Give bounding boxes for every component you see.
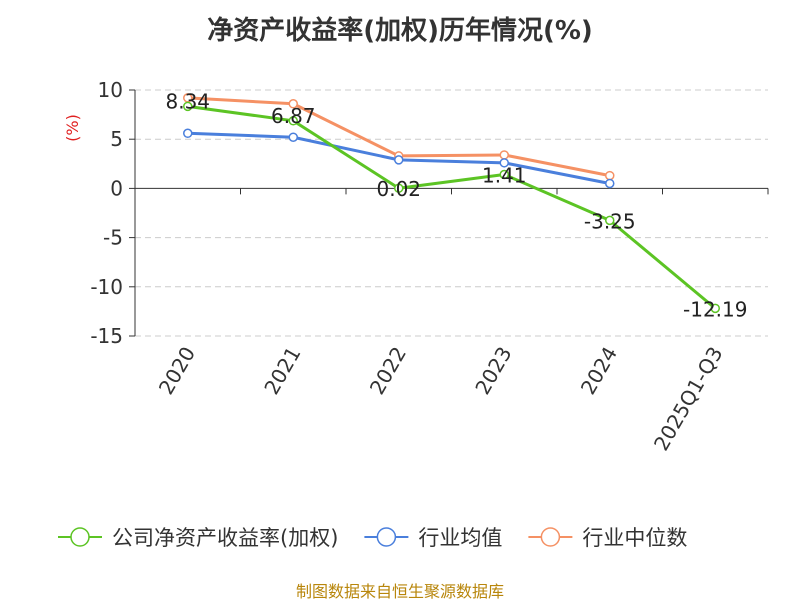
data-label: 0.02: [376, 177, 421, 201]
x-tick-label: 2023: [470, 343, 516, 399]
data-point: [710, 303, 720, 314]
data-point: [183, 128, 193, 139]
data-label: -3.25: [584, 209, 636, 233]
y-tick-label: 0: [110, 176, 123, 200]
data-point: [183, 101, 193, 112]
legend-swatch-marker: [376, 527, 397, 547]
legend-swatch-marker: [70, 527, 90, 547]
x-tick-label: 2022: [365, 343, 411, 399]
x-tick-label: 2024: [576, 343, 622, 399]
y-tick-label: -10: [90, 275, 123, 299]
axes: 10 5 0 -5 -10 -15 (%) 2020 2021 2022 2023 2024 2025Q…: [63, 78, 769, 455]
chart-title: 净资产收益率(加权)历年情况(%): [207, 16, 593, 46]
data-point: [288, 132, 298, 142]
data-label: 6.87: [271, 104, 316, 128]
y-tick-label: -5: [103, 226, 123, 250]
legend-label: 行业均值: [418, 526, 502, 550]
y-axis-label: (%): [63, 114, 82, 142]
y-tick-label: -15: [90, 324, 123, 348]
data-point: [499, 169, 509, 180]
y-tick-label: 5: [110, 127, 123, 151]
data-label: 8.34: [165, 89, 210, 113]
source-note: 制图数据来自恒生聚源数据库: [295, 582, 504, 601]
data-point: [605, 215, 615, 226]
x-tick-label: 2021: [259, 343, 305, 399]
x-tick-label: 2025Q1-Q3: [649, 343, 728, 455]
series: [183, 93, 720, 314]
legend-label: 行业中位数: [582, 526, 687, 550]
legend-swatch-marker: [540, 527, 561, 547]
data-point: [394, 183, 404, 193]
data-point: [288, 116, 298, 126]
data-point: [605, 178, 615, 189]
data-labels: 8.34 6.87 0.02 1.41 -3.25 -12.19: [165, 89, 747, 321]
legend-label: 公司净资产收益率(加权): [112, 526, 338, 550]
data-point: [394, 155, 404, 165]
series-line: [187, 104, 717, 310]
data-label: 1.41: [482, 164, 527, 188]
data-point: [499, 158, 509, 168]
data-point: [288, 99, 298, 109]
gridlines: [135, 89, 768, 337]
data-label: -12.19: [683, 297, 747, 321]
y-tick-label: 10: [98, 78, 123, 102]
x-tick-label: 2020: [154, 343, 200, 399]
legend: 公司净资产收益率(加权) 行业均值 行业中位数: [58, 526, 687, 550]
data-point: [499, 150, 509, 160]
data-point: [605, 170, 615, 181]
